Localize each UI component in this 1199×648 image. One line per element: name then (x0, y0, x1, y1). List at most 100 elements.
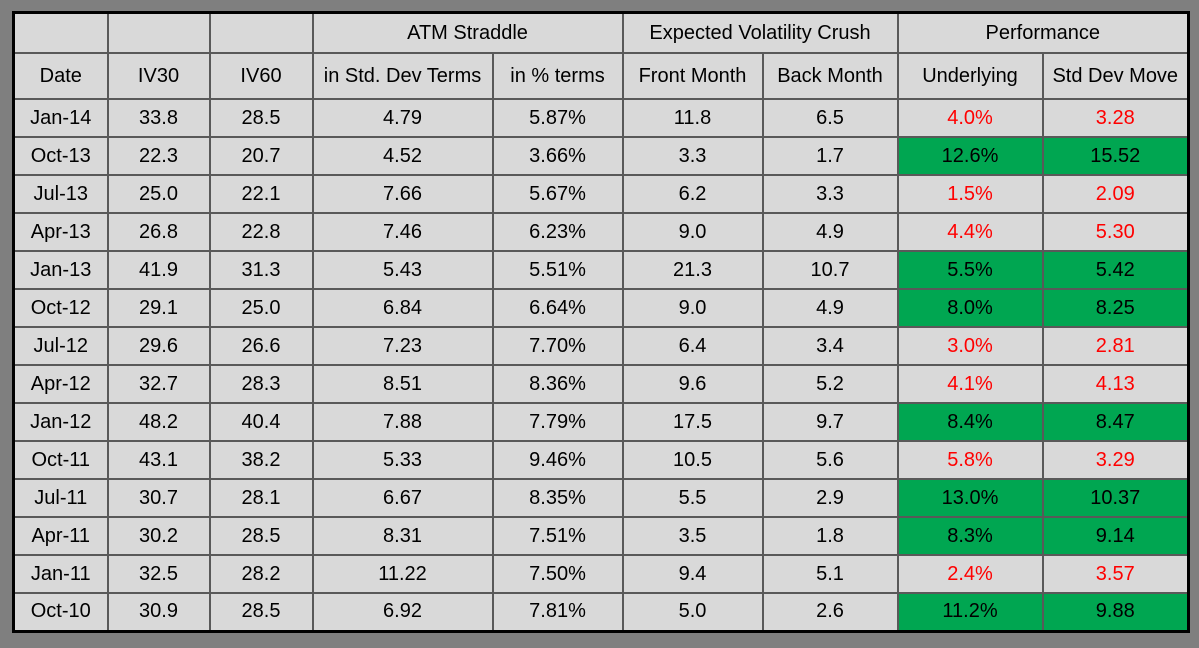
table-cell: 28.5 (208, 516, 314, 556)
table-cell: 4.79 (311, 98, 494, 138)
table-cell: 11.8 (621, 98, 764, 138)
table-cell: 41.9 (106, 250, 211, 290)
group-header-row: ATM Straddle Expected Volatility Crush P… (12, 11, 1190, 54)
table-cell: 6.64% (491, 288, 624, 328)
table-cell: 32.7 (106, 364, 211, 404)
table-cell: 7.81% (491, 592, 624, 632)
table-cell: 5.43 (311, 250, 494, 290)
table-cell: 28.3 (208, 364, 314, 404)
table-cell: 6.92 (311, 592, 494, 632)
date-cell: Oct-10 (12, 592, 109, 632)
volatility-crush-table: ATM Straddle Expected Volatility Crush P… (12, 11, 1191, 633)
table-cell: 30.2 (106, 516, 211, 556)
table-cell: 6.84 (311, 288, 494, 328)
date-cell: Jan-14 (12, 98, 109, 138)
table-cell: 5.87% (491, 98, 624, 138)
table-cell: 13.0% (896, 478, 1044, 518)
table-cell: 22.8 (208, 212, 314, 252)
table-row: Oct-12 29.1 25.0 6.84 6.64% 9.0 4.9 8.0% 8.25 (12, 288, 1190, 328)
table-cell: 3.28 (1041, 98, 1190, 138)
column-header-iv60: IV60 (208, 52, 314, 100)
table-cell: 43.1 (106, 440, 211, 480)
table-cell: 4.9 (761, 288, 899, 328)
table-cell: 1.8 (761, 516, 899, 556)
table-cell: 8.4% (896, 402, 1044, 442)
table-cell: 28.2 (208, 554, 314, 594)
blank-header-cell (106, 11, 211, 54)
table-cell: 5.6 (761, 440, 899, 480)
date-cell: Jan-11 (12, 554, 109, 594)
table-body: Jan-14 33.8 28.5 4.79 5.87% 11.8 6.5 4.0% 3.28 Oc… (12, 98, 1190, 632)
table-row: Oct-11 43.1 38.2 5.33 9.46% 10.5 5.6 5.8% 3.29 (12, 440, 1190, 480)
table-row: Jul-11 30.7 28.1 6.67 8.35% 5.5 2.9 13.0% 10.37 (12, 478, 1190, 518)
table-cell: 5.2 (761, 364, 899, 404)
table-row: Apr-11 30.2 28.5 8.31 7.51% 3.5 1.8 8.3% 9.14 (12, 516, 1190, 556)
table-cell: 3.29 (1041, 440, 1190, 480)
table-cell: 29.6 (106, 326, 211, 366)
table-cell: 2.9 (761, 478, 899, 518)
date-cell: Jul-13 (12, 174, 109, 214)
table-cell: 6.5 (761, 98, 899, 138)
table-cell: 3.66% (491, 136, 624, 176)
date-cell: Oct-12 (12, 288, 109, 328)
table-cell: 6.2 (621, 174, 764, 214)
table-row: Jan-14 33.8 28.5 4.79 5.87% 11.8 6.5 4.0% 3.28 (12, 98, 1190, 138)
table-cell: 3.3 (761, 174, 899, 214)
table-cell: 2.6 (761, 592, 899, 632)
table-cell: 10.37 (1041, 478, 1190, 518)
table-cell: 5.30 (1041, 212, 1190, 252)
table-row: Jan-11 32.5 28.2 11.22 7.50% 9.4 5.1 2.4% 3.57 (12, 554, 1190, 594)
table-cell: 7.46 (311, 212, 494, 252)
table-cell: 5.1 (761, 554, 899, 594)
table-cell: 1.5% (896, 174, 1044, 214)
table-cell: 7.50% (491, 554, 624, 594)
table-cell: 22.3 (106, 136, 211, 176)
table-cell: 11.2% (896, 592, 1044, 632)
column-header-back-month: Back Month (761, 52, 899, 100)
group-header-expected-volatility-crush: Expected Volatility Crush (621, 11, 899, 54)
table-cell: 25.0 (106, 174, 211, 214)
table-cell: 40.4 (208, 402, 314, 442)
table-cell: 6.23% (491, 212, 624, 252)
group-header-atm-straddle: ATM Straddle (311, 11, 624, 54)
table-cell: 7.88 (311, 402, 494, 442)
table-cell: 3.4 (761, 326, 899, 366)
table-cell: 2.4% (896, 554, 1044, 594)
table-cell: 9.0 (621, 288, 764, 328)
table-cell: 6.67 (311, 478, 494, 518)
table-row: Jan-13 41.9 31.3 5.43 5.51% 21.3 10.7 5.5% 5.42 (12, 250, 1190, 290)
table-cell: 21.3 (621, 250, 764, 290)
table-cell: 9.88 (1041, 592, 1190, 632)
column-header-underlying: Underlying (896, 52, 1044, 100)
date-cell: Oct-13 (12, 136, 109, 176)
table-cell: 5.5% (896, 250, 1044, 290)
table-cell: 30.9 (106, 592, 211, 632)
table-cell: 5.5 (621, 478, 764, 518)
table-cell: 8.3% (896, 516, 1044, 556)
table-cell: 8.51 (311, 364, 494, 404)
table-cell: 8.0% (896, 288, 1044, 328)
table-cell: 9.4 (621, 554, 764, 594)
column-header-front-month: Front Month (621, 52, 764, 100)
column-header-std-dev-move: Std Dev Move (1041, 52, 1190, 100)
table-cell: 7.23 (311, 326, 494, 366)
table-row: Apr-12 32.7 28.3 8.51 8.36% 9.6 5.2 4.1% 4.13 (12, 364, 1190, 404)
table-cell: 8.36% (491, 364, 624, 404)
blank-header-cell (12, 11, 109, 54)
table-cell: 2.09 (1041, 174, 1190, 214)
table-cell: 5.42 (1041, 250, 1190, 290)
table-cell: 48.2 (106, 402, 211, 442)
table-cell: 38.2 (208, 440, 314, 480)
table-cell: 8.31 (311, 516, 494, 556)
table-header: ATM Straddle Expected Volatility Crush P… (12, 11, 1190, 100)
table-row: Apr-13 26.8 22.8 7.46 6.23% 9.0 4.9 4.4% 5.30 (12, 212, 1190, 252)
table-cell: 5.33 (311, 440, 494, 480)
table-cell: 3.0% (896, 326, 1044, 366)
table-cell: 4.9 (761, 212, 899, 252)
table-cell: 6.4 (621, 326, 764, 366)
table-cell: 31.3 (208, 250, 314, 290)
table-cell: 32.5 (106, 554, 211, 594)
table-cell: 7.66 (311, 174, 494, 214)
date-cell: Jan-12 (12, 402, 109, 442)
